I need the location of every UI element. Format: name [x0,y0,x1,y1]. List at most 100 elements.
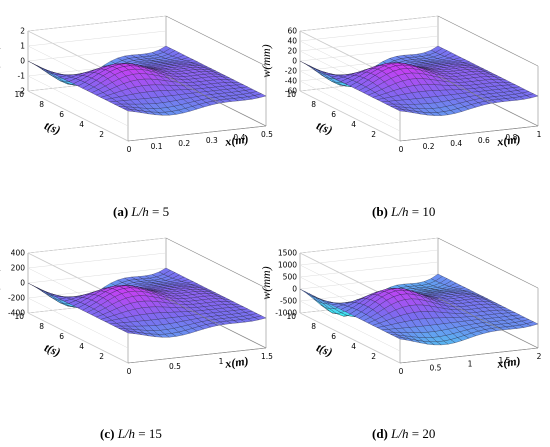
t-axis-label: t(s) [314,340,334,359]
x-tick-label: 0.2 [178,139,190,148]
surface-panel-2: -400 -200 0 200 400 2 4 6 8 10 0 0.5 1 1.5 w(mm) t(s) x(… [0,237,273,376]
x-tick-label: 1.5 [261,352,273,361]
t-tick-label: 4 [79,120,84,129]
box-edge [127,347,267,364]
box-edge [165,75,267,127]
z-tick-label: 20 [287,47,297,56]
z-tick-label: -2 [18,87,26,96]
x-tick-label: 1.5 [499,356,511,365]
x-tick-label: 0.8 [505,133,517,142]
t-tick-label: 10 [14,312,24,321]
caption-d: (d) L/h = 20 [372,426,436,441]
x-tick-label: 0.5 [430,363,442,372]
z-tick-label: -1000 [275,309,297,318]
grid-line [299,15,439,82]
box-edge [437,15,539,67]
box-edge [127,125,267,142]
box-edge [437,237,539,289]
x-tick-label: 0 [127,367,132,376]
z-tick-label: 0 [20,279,25,288]
t-tick-label: 2 [371,130,376,139]
x-tick-label: 1 [219,357,224,366]
x-axis-label: x(m) [223,354,249,371]
z-tick-label: 0 [292,285,297,294]
t-tick-label: 10 [14,90,24,99]
grid-line [27,237,167,304]
t-tick-label: 4 [351,342,356,351]
t-tick-label: 2 [99,130,104,139]
z-axis-label: w(mm) [0,266,1,299]
z-tick-label: 0 [20,57,25,66]
box-edge [399,347,539,364]
z-tick-label: 1 [20,42,25,51]
t-axis-label: t(s) [42,340,62,359]
grid-line [299,237,439,304]
x-tick-label: 0.2 [423,142,435,151]
t-tick-label: 2 [371,352,376,361]
surface-panel-0: -2 -1 0 1 2 2 4 6 8 10 0 0.1 0.2 0.3 0.4 0.5 w(mm) t(s) x(… [0,15,273,154]
t-tick-label: 8 [39,100,44,109]
x-tick-label: 0.3 [206,136,218,145]
x-tick-label: 0 [399,367,404,376]
t-tick-label: 8 [311,100,316,109]
z-axis-label: w(mm) [259,44,273,77]
x-tick-label: 0.5 [261,130,273,139]
z-tick-label: -1 [18,72,26,81]
z-tick-label: 1000 [278,261,297,270]
t-tick-label: 10 [286,90,296,99]
x-tick-label: 0.4 [233,133,245,142]
box-edge [437,75,539,127]
t-tick-label: 8 [39,322,44,331]
t-tick-label: 6 [331,110,336,119]
x-tick-label: 0.1 [151,142,163,151]
surface-cell [254,93,267,98]
t-tick-label: 2 [99,352,104,361]
z-tick-label: -400 [8,309,25,318]
t-tick-label: 6 [59,332,64,341]
surface-cell [526,93,539,99]
x-tick-label: 2 [537,352,542,361]
z-tick-label: -60 [285,87,297,96]
t-tick-label: 6 [331,332,336,341]
z-tick-label: 2 [20,27,25,36]
t-tick-label: 10 [286,312,296,321]
t-axis-label: t(s) [314,118,334,137]
box-edge [165,297,267,349]
z-tick-label: 60 [287,27,297,36]
z-tick-label: 0 [292,57,297,66]
box-edge [437,297,539,349]
x-axis-label: x(m) [495,132,521,149]
z-tick-label: 1500 [278,249,297,258]
surface-cell [254,315,267,320]
surface-panel-3: -1000 -500 0 500 1000 1500 2 4 6 8 10 0 0.5 1 1.5 2 w(mm… [259,237,542,376]
t-tick-label: 4 [79,342,84,351]
t-tick-label: 4 [351,120,356,129]
x-axis-label: x(m) [495,354,521,371]
x-tick-label: 0.5 [169,362,181,371]
t-axis-label: t(s) [42,118,62,137]
x-tick-label: 1 [537,130,542,139]
box-edge [399,125,539,142]
t-tick-label: 8 [311,322,316,331]
z-tick-label: -500 [280,297,297,306]
box-edge [165,15,267,67]
x-axis-label: x(m) [223,132,249,149]
z-tick-label: 400 [11,249,26,258]
surface-cell [526,321,539,327]
grid-line [27,15,167,82]
z-axis-label: w(mm) [259,266,273,299]
x-tick-label: 0 [127,145,132,154]
z-tick-label: -20 [285,67,297,76]
z-tick-label: 200 [11,264,26,273]
box-edge [165,237,267,289]
z-tick-label: -40 [285,77,297,86]
z-tick-label: 500 [283,273,298,282]
x-tick-label: 0.6 [478,136,490,145]
x-tick-label: 0 [399,145,404,154]
z-axis-label: w(mm) [0,44,1,77]
x-tick-label: 0.4 [450,139,462,148]
caption-c: (c) L/h = 15 [100,426,162,441]
z-tick-label: -200 [8,294,25,303]
